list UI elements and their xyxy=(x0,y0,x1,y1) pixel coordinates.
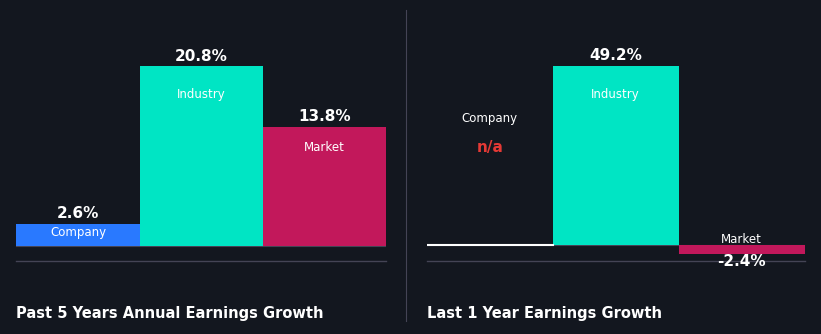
Text: 20.8%: 20.8% xyxy=(175,48,227,63)
Text: Industry: Industry xyxy=(591,88,640,101)
Text: Industry: Industry xyxy=(177,88,226,101)
Bar xyxy=(263,127,386,246)
Text: Company: Company xyxy=(50,226,106,239)
Bar xyxy=(679,245,805,254)
Bar xyxy=(140,66,263,246)
Bar xyxy=(16,224,140,246)
Text: 2.6%: 2.6% xyxy=(57,206,99,221)
Text: n/a: n/a xyxy=(476,140,503,155)
Text: Market: Market xyxy=(721,233,762,246)
Text: 13.8%: 13.8% xyxy=(298,109,351,124)
Bar xyxy=(553,66,679,245)
Text: Market: Market xyxy=(304,141,345,154)
Text: Company: Company xyxy=(461,112,518,125)
Text: 49.2%: 49.2% xyxy=(589,48,642,63)
Text: Past 5 Years Annual Earnings Growth: Past 5 Years Annual Earnings Growth xyxy=(16,306,324,321)
Text: -2.4%: -2.4% xyxy=(718,254,766,269)
Text: Last 1 Year Earnings Growth: Last 1 Year Earnings Growth xyxy=(427,306,662,321)
